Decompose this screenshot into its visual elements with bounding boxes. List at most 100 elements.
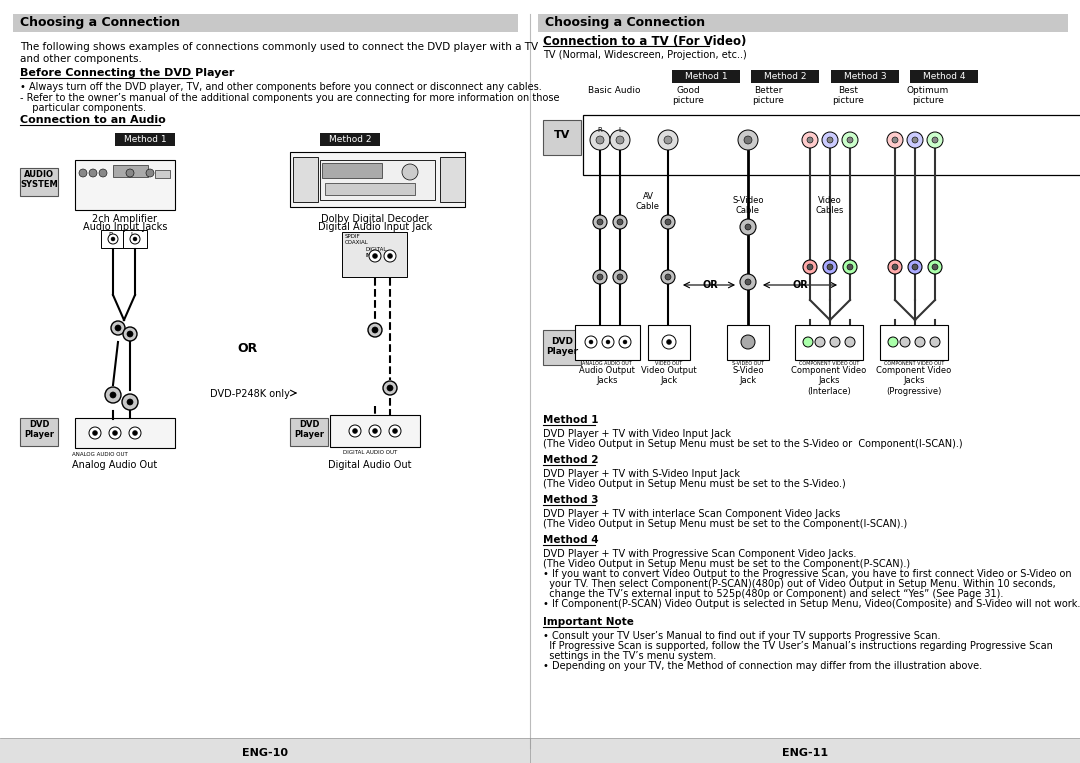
Text: ENG-10: ENG-10 [242, 748, 288, 758]
Circle shape [126, 169, 134, 177]
Circle shape [665, 219, 671, 225]
Text: • Consult your TV User’s Manual to find out if your TV supports Progressive Scan: • Consult your TV User’s Manual to find … [543, 631, 941, 641]
Circle shape [146, 169, 154, 177]
Text: Audio Input Jacks: Audio Input Jacks [83, 222, 167, 232]
Text: DVD Player + TV with Video Input Jack: DVD Player + TV with Video Input Jack [543, 429, 731, 439]
Circle shape [585, 336, 597, 348]
Bar [648, 325, 690, 360]
Circle shape [112, 430, 118, 436]
Circle shape [99, 169, 107, 177]
Text: DVD
Player: DVD Player [545, 337, 578, 356]
Text: Component Video
Jacks
(Interlace): Component Video Jacks (Interlace) [792, 366, 866, 396]
Text: Choosing a Connection: Choosing a Connection [545, 16, 705, 29]
Circle shape [912, 264, 918, 270]
Text: settings in the TV’s menu system.: settings in the TV’s menu system. [543, 651, 716, 661]
Text: and other components.: and other components. [21, 54, 141, 64]
Bar [320, 160, 435, 200]
Circle shape [843, 260, 858, 274]
Circle shape [373, 429, 378, 433]
Text: Method 4: Method 4 [543, 535, 598, 545]
Bar [21, 418, 58, 446]
Text: DIGITAL AUDIO OUT: DIGITAL AUDIO OUT [342, 450, 397, 455]
Text: DVD
Player: DVD Player [294, 420, 324, 439]
Bar [543, 330, 581, 365]
Circle shape [822, 132, 838, 148]
Circle shape [908, 260, 922, 274]
Text: Connection to an Audio: Connection to an Audio [21, 115, 170, 125]
Text: (The Video Output in Setup Menu must be set to the Component(I-SCAN).): (The Video Output in Setup Menu must be … [543, 519, 907, 529]
Circle shape [349, 425, 361, 437]
Text: Method 2: Method 2 [328, 135, 372, 144]
Text: DIGITAL
IN: DIGITAL IN [365, 247, 387, 258]
Circle shape [888, 337, 897, 347]
Circle shape [915, 337, 924, 347]
Text: Method 2: Method 2 [764, 72, 807, 81]
Circle shape [807, 264, 813, 270]
Circle shape [369, 250, 381, 262]
Circle shape [847, 264, 853, 270]
Text: COMPONENT VIDEO OUT: COMPONENT VIDEO OUT [883, 361, 944, 366]
Bar [156, 170, 170, 178]
Text: Basic Audio: Basic Audio [588, 86, 640, 95]
Circle shape [384, 250, 396, 262]
Circle shape [662, 335, 676, 349]
Text: OR: OR [238, 342, 258, 355]
Circle shape [111, 321, 125, 335]
Circle shape [133, 430, 137, 436]
Circle shape [79, 169, 87, 177]
Circle shape [888, 260, 902, 274]
Circle shape [623, 340, 627, 344]
Bar [342, 232, 407, 277]
Circle shape [912, 137, 918, 143]
Circle shape [900, 337, 910, 347]
Text: (The Video Output in Setup Menu must be set to the Component(P-SCAN).): (The Video Output in Setup Menu must be … [543, 559, 910, 569]
Circle shape [815, 337, 825, 347]
Circle shape [93, 430, 97, 436]
Text: DVD Player + TV with S-Video Input Jack: DVD Player + TV with S-Video Input Jack [543, 469, 740, 479]
Circle shape [740, 274, 756, 290]
Bar [21, 168, 58, 196]
Text: COMPONENT VIDEO OUT: COMPONENT VIDEO OUT [799, 361, 860, 366]
Text: Dolby Digital Decoder: Dolby Digital Decoder [322, 214, 429, 224]
Circle shape [110, 392, 116, 398]
Text: SPDIF: SPDIF [345, 234, 361, 239]
Circle shape [610, 130, 630, 150]
Text: Method 3: Method 3 [543, 495, 598, 505]
Text: Video Output
Jack: Video Output Jack [642, 366, 697, 385]
Bar [0, 738, 1080, 763]
Text: particular components.: particular components. [26, 103, 146, 113]
Bar [575, 325, 640, 360]
Bar [751, 70, 819, 83]
Text: The following shows examples of connections commonly used to connect the DVD pla: The following shows examples of connecti… [21, 42, 538, 52]
Circle shape [387, 385, 393, 391]
Text: VIDEO OUT: VIDEO OUT [656, 361, 683, 366]
Circle shape [892, 137, 897, 143]
Text: ANALOG AUDIO OUT: ANALOG AUDIO OUT [582, 361, 632, 366]
Text: If Progressive Scan is supported, follow the TV User’s Manual’s instructions reg: If Progressive Scan is supported, follow… [543, 641, 1053, 651]
Text: Method 2: Method 2 [543, 455, 598, 465]
Circle shape [927, 132, 943, 148]
Circle shape [616, 136, 624, 144]
Circle shape [383, 381, 397, 395]
Text: TV (Normal, Widescreen, Projection, etc..): TV (Normal, Widescreen, Projection, etc.… [543, 50, 746, 60]
Circle shape [105, 387, 121, 403]
Text: change the TV’s external input to 525p(480p or Component) and select “Yes” (See : change the TV’s external input to 525p(4… [543, 589, 1003, 599]
Circle shape [389, 425, 401, 437]
Circle shape [744, 136, 752, 144]
Text: Digital Audio Input Jack: Digital Audio Input Jack [318, 222, 432, 232]
Circle shape [617, 274, 623, 280]
Circle shape [887, 132, 903, 148]
Text: DVD Player + TV with Progressive Scan Component Video Jacks.: DVD Player + TV with Progressive Scan Co… [543, 549, 856, 559]
Circle shape [369, 425, 381, 437]
Text: Before Connecting the DVD Player: Before Connecting the DVD Player [21, 68, 234, 78]
Text: ANALOG AUDIO OUT: ANALOG AUDIO OUT [72, 452, 127, 457]
Circle shape [597, 219, 603, 225]
Bar [114, 133, 175, 146]
Circle shape [827, 137, 833, 143]
Text: Connection to a TV (For Video): Connection to a TV (For Video) [543, 35, 746, 48]
Bar [543, 120, 581, 155]
Text: OR: OR [792, 280, 808, 290]
Text: Audio Output
Jacks: Audio Output Jacks [579, 366, 635, 385]
Circle shape [665, 274, 671, 280]
Circle shape [738, 130, 758, 150]
